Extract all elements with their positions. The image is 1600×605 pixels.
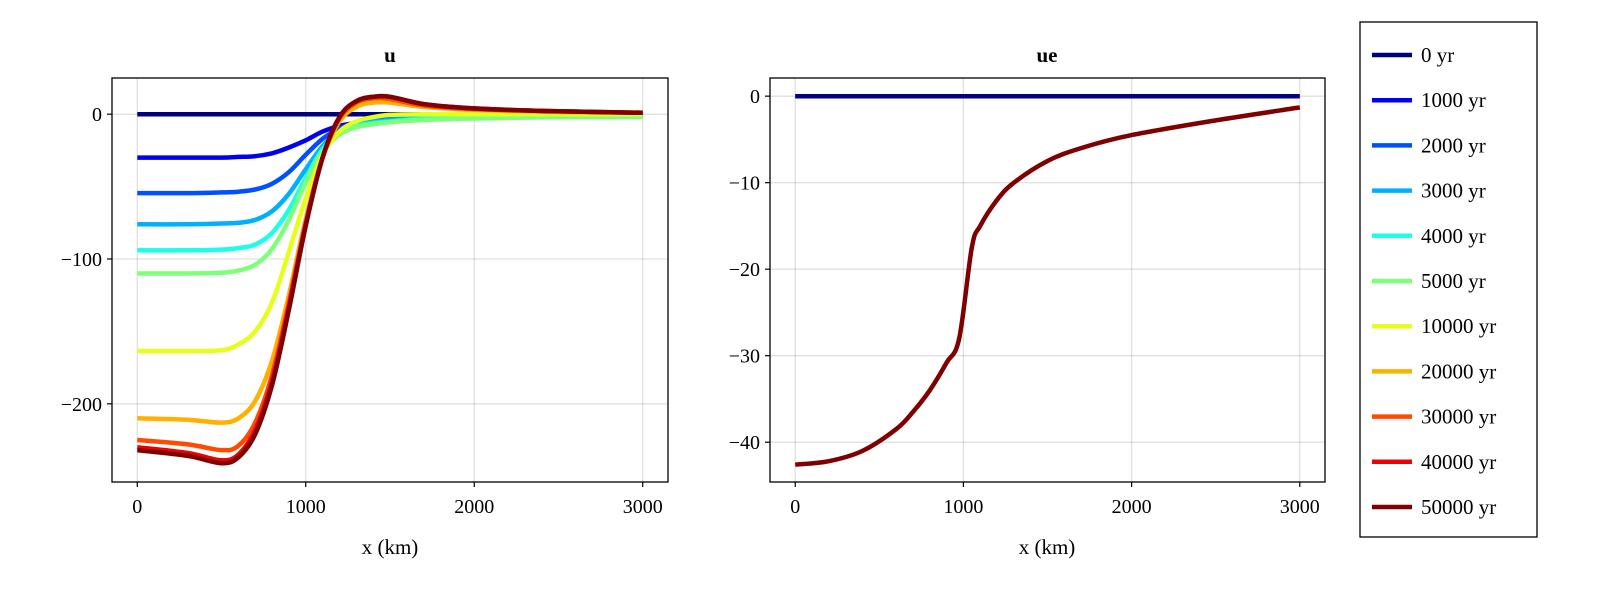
- plot-area: [112, 78, 668, 482]
- panel-u-title: u: [384, 43, 396, 67]
- legend-item: 0 yr: [1372, 43, 1454, 67]
- y-tick-label: −10: [729, 173, 760, 195]
- panel-u: 0 1000 2000 3000 0 −100 −200 u x (km): [61, 43, 669, 559]
- legend-item: 5000 yr: [1372, 269, 1486, 293]
- x-tick-label: 1000: [286, 496, 326, 518]
- panel-ue-title: ue: [1037, 43, 1058, 67]
- legend-item: 10000 yr: [1372, 314, 1496, 338]
- legend-label: 5000 yr: [1421, 269, 1486, 293]
- y-tick-label: 0: [92, 104, 102, 126]
- y-tick-label: −30: [729, 346, 760, 368]
- series-line-50000-yr: [137, 93, 643, 466]
- plot-area: [770, 78, 1325, 482]
- x-tick-label: 0: [790, 496, 800, 518]
- legend-item: 30000 yr: [1372, 405, 1496, 429]
- axes-frame: [111, 77, 669, 483]
- legend-label: 20000 yr: [1421, 359, 1496, 383]
- y-tick-label: −40: [729, 432, 760, 454]
- legend-label: 2000 yr: [1421, 133, 1486, 157]
- legend-label: 30000 yr: [1421, 405, 1496, 429]
- x-tick-label: 2000: [454, 496, 494, 518]
- y-tick-label: −100: [61, 249, 102, 271]
- x-tick-label: 3000: [1280, 496, 1320, 518]
- panel-ue-xlabel: x (km): [1019, 535, 1076, 559]
- legend: 0 yr 1000 yr 2000 yr 3000 yr 4000 yr 5000 yr 1…: [1359, 21, 1538, 538]
- series-line-50000-yr: [794, 105, 1301, 467]
- legend-item: 2000 yr: [1372, 133, 1486, 157]
- legend-label: 40000 yr: [1421, 450, 1496, 474]
- legend-item: 40000 yr: [1372, 450, 1496, 474]
- y-tick-label: −200: [61, 394, 102, 416]
- legend-item: 3000 yr: [1372, 179, 1486, 203]
- y-tick-label: −20: [729, 259, 760, 281]
- axes-frame: [769, 77, 1326, 483]
- legend-label: 10000 yr: [1421, 314, 1496, 338]
- legend-label: 50000 yr: [1421, 495, 1496, 519]
- legend-item: 4000 yr: [1372, 224, 1486, 248]
- legend-item: 50000 yr: [1372, 495, 1496, 519]
- x-tick-label: 2000: [1112, 496, 1152, 518]
- legend-item: 1000 yr: [1372, 88, 1486, 112]
- legend-item: 20000 yr: [1372, 359, 1496, 383]
- legend-label: 0 yr: [1421, 43, 1454, 67]
- x-tick-label: 1000: [943, 496, 983, 518]
- legend-label: 4000 yr: [1421, 224, 1486, 248]
- x-tick-label: 3000: [623, 496, 663, 518]
- legend-label: 1000 yr: [1421, 88, 1486, 112]
- y-tick-label: 0: [750, 86, 760, 108]
- legend-label: 3000 yr: [1421, 179, 1486, 203]
- panel-ue: 0 1000 2000 3000 0 −10 −20 −30 −40 ue x (km): [729, 43, 1326, 559]
- x-tick-label: 0: [132, 496, 142, 518]
- panel-u-xlabel: x (km): [362, 535, 419, 559]
